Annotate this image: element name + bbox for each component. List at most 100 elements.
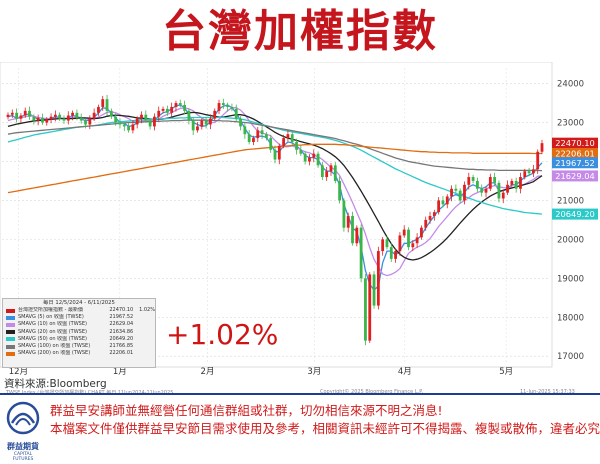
candle-body [536, 151, 540, 170]
legend-rows: 台灣證交所加權指數 - 最新價 22470.10 1.02% SMAVG (5) on… [3, 307, 155, 357]
candle-body [519, 177, 522, 189]
candle-body [385, 239, 389, 248]
candle-body [213, 110, 217, 119]
candle-body [45, 119, 49, 123]
candle-body [10, 112, 14, 115]
candle-body [476, 180, 479, 189]
grid-lines [2, 68, 550, 364]
candle-body [243, 126, 247, 135]
candle-body [109, 110, 113, 117]
page-title: 台灣加權指數 [162, 6, 438, 57]
price-tag-label: 21629.04 [555, 171, 595, 181]
candle-body [467, 177, 471, 185]
legend-row: 台灣證交所加權指數 - 最新價 22470.10 1.02% [3, 307, 155, 314]
price-tag-box [552, 147, 598, 159]
legend-row: SMAVG (20) on 收盤 (TWSE) 21634.86 [3, 329, 155, 336]
candle-body [510, 180, 514, 185]
candle-body [234, 108, 238, 119]
candle-body [135, 118, 139, 125]
disclaimer-line-1: 群益早安講師並無經營任何通信群組或社群，切勿相信來源不明之消息! [50, 403, 443, 418]
candle-body [282, 138, 286, 146]
y-tick-label: 21000 [557, 196, 584, 206]
logo-mark-icon [6, 401, 40, 435]
legend: 每日 12/5/2024 - 6/11/2025 台灣證交所加權指數 - 最新價… [2, 298, 156, 368]
candle-body [372, 274, 376, 306]
candle-body [346, 216, 350, 228]
candle-body [488, 177, 492, 189]
candle-body [312, 153, 316, 158]
candle-body [514, 180, 518, 189]
candle-body [148, 120, 152, 127]
candle-body [200, 120, 204, 127]
candle-body [506, 184, 509, 193]
price-tag-box [552, 137, 598, 149]
logo-subtitle: CAPITAL FUTURES [12, 452, 34, 462]
disclaimer-line-2: 本檔案文件僅供群益早安節目需求使用及參考，相關資訊未經許可不得揭露、複製或散佈，… [50, 421, 600, 436]
candle-body [531, 169, 535, 174]
candle-body [239, 118, 242, 127]
y-tick-label: 24000 [557, 80, 584, 90]
candle-body [471, 177, 475, 181]
candle-body [170, 106, 174, 113]
candle-body [368, 274, 372, 341]
candle-body [527, 171, 531, 174]
candle-body [277, 145, 281, 160]
series-line [7, 111, 543, 261]
candle-body [174, 103, 178, 107]
candle-body [157, 110, 161, 117]
candle-body [252, 138, 255, 142]
y-tick-label: 19000 [557, 274, 584, 284]
candle-body [118, 122, 122, 125]
candle-body [101, 99, 105, 107]
candle-body [209, 118, 212, 125]
candle-body [191, 120, 195, 131]
x-tick-label: 2月 [201, 367, 215, 377]
footer-copyright: Copyright© 2025 Bloomberg Finance L.P. [320, 389, 424, 395]
legend-value: 20649.20 [109, 335, 134, 342]
candle-body [299, 149, 303, 154]
candle-body [66, 115, 70, 121]
candle-body [41, 117, 44, 123]
candle-body [411, 243, 415, 248]
price-tag-box [552, 157, 598, 169]
legend-name: SMAVG (5) on 收盤 (TWSE) [18, 314, 84, 321]
candle-body [92, 112, 96, 119]
candle-body [15, 112, 19, 119]
legend-name: 台灣證交所加權指數 - 最新價 [18, 307, 83, 314]
candle-body [359, 227, 363, 279]
candle-body [338, 180, 341, 201]
candle-body [445, 196, 449, 205]
x-tick-label: 5月 [499, 367, 513, 377]
price-tag-label: 22470.10 [555, 138, 595, 148]
legend-value: 22470.10 [109, 307, 134, 314]
candle-body [402, 229, 406, 236]
candle-body [127, 126, 130, 131]
y-tick-label: 23000 [557, 119, 584, 129]
candle-body [420, 227, 423, 238]
legend-name: SMAVG (50) on 收盤 (TWSE) [18, 335, 87, 342]
footer-timestamp: 11-Jun-2025 15:37:33 [520, 389, 575, 395]
candle-body [290, 134, 294, 142]
legend-swatch [6, 322, 15, 327]
logo-name: 群益期貨 [7, 441, 39, 451]
candle-body [140, 114, 143, 119]
price-tag-box [552, 170, 598, 182]
candle-body [19, 115, 23, 119]
candle-body [71, 112, 74, 116]
candle-body [58, 114, 62, 119]
candle-body [308, 157, 311, 162]
x-tick-label: 1月 [113, 367, 127, 377]
change-annotation: +1.02% [166, 318, 279, 351]
candle-body [196, 126, 199, 131]
candle-body [428, 216, 432, 220]
legend-row: SMAVG (10) on 收盤 (TWSE) 22629.04 [3, 321, 155, 328]
candle-body [454, 188, 458, 191]
price-tag-label: 20649.20 [555, 209, 595, 219]
candle-body [264, 134, 268, 139]
candle-body [381, 239, 385, 252]
candle-body [398, 235, 402, 252]
candle-body [364, 278, 367, 341]
candle-body [49, 116, 53, 120]
candle-body [497, 182, 501, 199]
